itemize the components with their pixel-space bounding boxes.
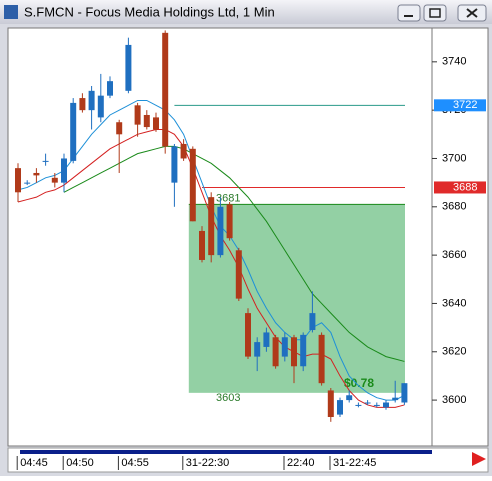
candle-body bbox=[143, 114, 150, 128]
candle-body bbox=[327, 390, 334, 418]
y-tick-label: 3640 bbox=[442, 297, 466, 309]
x-tick-label: 04:45 bbox=[20, 457, 48, 469]
x-tick-label: 04:55 bbox=[121, 457, 149, 469]
scrollbar[interactable] bbox=[20, 450, 432, 454]
candle-body bbox=[153, 117, 159, 130]
moving-average bbox=[63, 145, 405, 362]
app-icon bbox=[4, 5, 18, 19]
level-tag-label: 3722 bbox=[453, 99, 477, 111]
candle-body bbox=[107, 81, 113, 96]
window-buttons[interactable] bbox=[397, 4, 487, 22]
candle-body bbox=[364, 402, 371, 404]
range-top-label: 3681 bbox=[216, 192, 240, 204]
candle-body bbox=[88, 90, 95, 111]
x-tick-label: 31-22:45 bbox=[333, 457, 376, 469]
candle-body bbox=[355, 404, 362, 406]
y-tick-label: 3700 bbox=[442, 152, 466, 164]
y-tick-label: 3600 bbox=[442, 394, 466, 406]
candle-body bbox=[281, 337, 288, 357]
candle-body bbox=[235, 250, 242, 299]
candle-body bbox=[263, 332, 270, 347]
candle-body bbox=[42, 160, 49, 162]
candle-body bbox=[401, 383, 408, 403]
candle-body bbox=[116, 122, 123, 135]
level-tag-label: 3688 bbox=[453, 181, 477, 193]
candle-body bbox=[33, 172, 40, 176]
scroll-arrow[interactable] bbox=[472, 452, 486, 466]
minimize-button[interactable] bbox=[397, 4, 421, 22]
candle-body bbox=[373, 404, 380, 406]
candle-body bbox=[318, 334, 325, 384]
plot: 3681 3603 $0.78 bbox=[15, 30, 408, 422]
icon bbox=[466, 8, 478, 18]
price-axis bbox=[431, 27, 489, 447]
candle-body bbox=[383, 402, 389, 408]
candle-body bbox=[125, 44, 132, 91]
y-tick-label: 3620 bbox=[442, 346, 466, 358]
range-bottom-label: 3603 bbox=[216, 392, 240, 404]
candle-body bbox=[97, 95, 104, 118]
candle-body bbox=[61, 158, 67, 183]
candle-body bbox=[180, 143, 187, 159]
candle-body bbox=[189, 148, 196, 222]
maximize-button[interactable] bbox=[423, 4, 447, 22]
candle-body bbox=[245, 313, 251, 357]
candle-body bbox=[208, 197, 215, 256]
candle-body bbox=[300, 334, 307, 367]
level-tag bbox=[434, 99, 486, 112]
candle-body bbox=[291, 337, 297, 367]
y-tick-label: 3660 bbox=[442, 249, 466, 261]
x-tick-label: 31-22:30 bbox=[186, 457, 229, 469]
candle-body bbox=[162, 32, 169, 147]
candle-body bbox=[217, 206, 224, 256]
icon bbox=[429, 8, 441, 18]
range-change-label: $0.78 bbox=[344, 376, 374, 390]
candle-body bbox=[70, 102, 77, 161]
candle-body bbox=[171, 146, 178, 183]
window-title: S.FMCN - Focus Media Holdings Ltd, 1 Min bbox=[24, 4, 275, 19]
candle-body bbox=[134, 105, 141, 125]
x-tick-label: 22:40 bbox=[287, 457, 315, 469]
candle-body bbox=[24, 182, 31, 184]
candle-body bbox=[254, 342, 261, 357]
candle-body bbox=[15, 168, 21, 193]
candle-body bbox=[51, 177, 58, 183]
candle-body bbox=[199, 230, 205, 260]
level-tag bbox=[434, 181, 486, 194]
candle-body bbox=[309, 313, 316, 331]
candle-body bbox=[392, 397, 399, 401]
candle-body bbox=[346, 395, 353, 401]
candle-body bbox=[79, 98, 86, 111]
x-tick-label: 04:50 bbox=[66, 457, 94, 469]
candle-body bbox=[337, 400, 343, 415]
y-tick-label: 3740 bbox=[442, 56, 466, 68]
y-tick-label: 3680 bbox=[442, 201, 466, 213]
candle-body bbox=[226, 204, 233, 239]
candle-body bbox=[272, 337, 279, 367]
